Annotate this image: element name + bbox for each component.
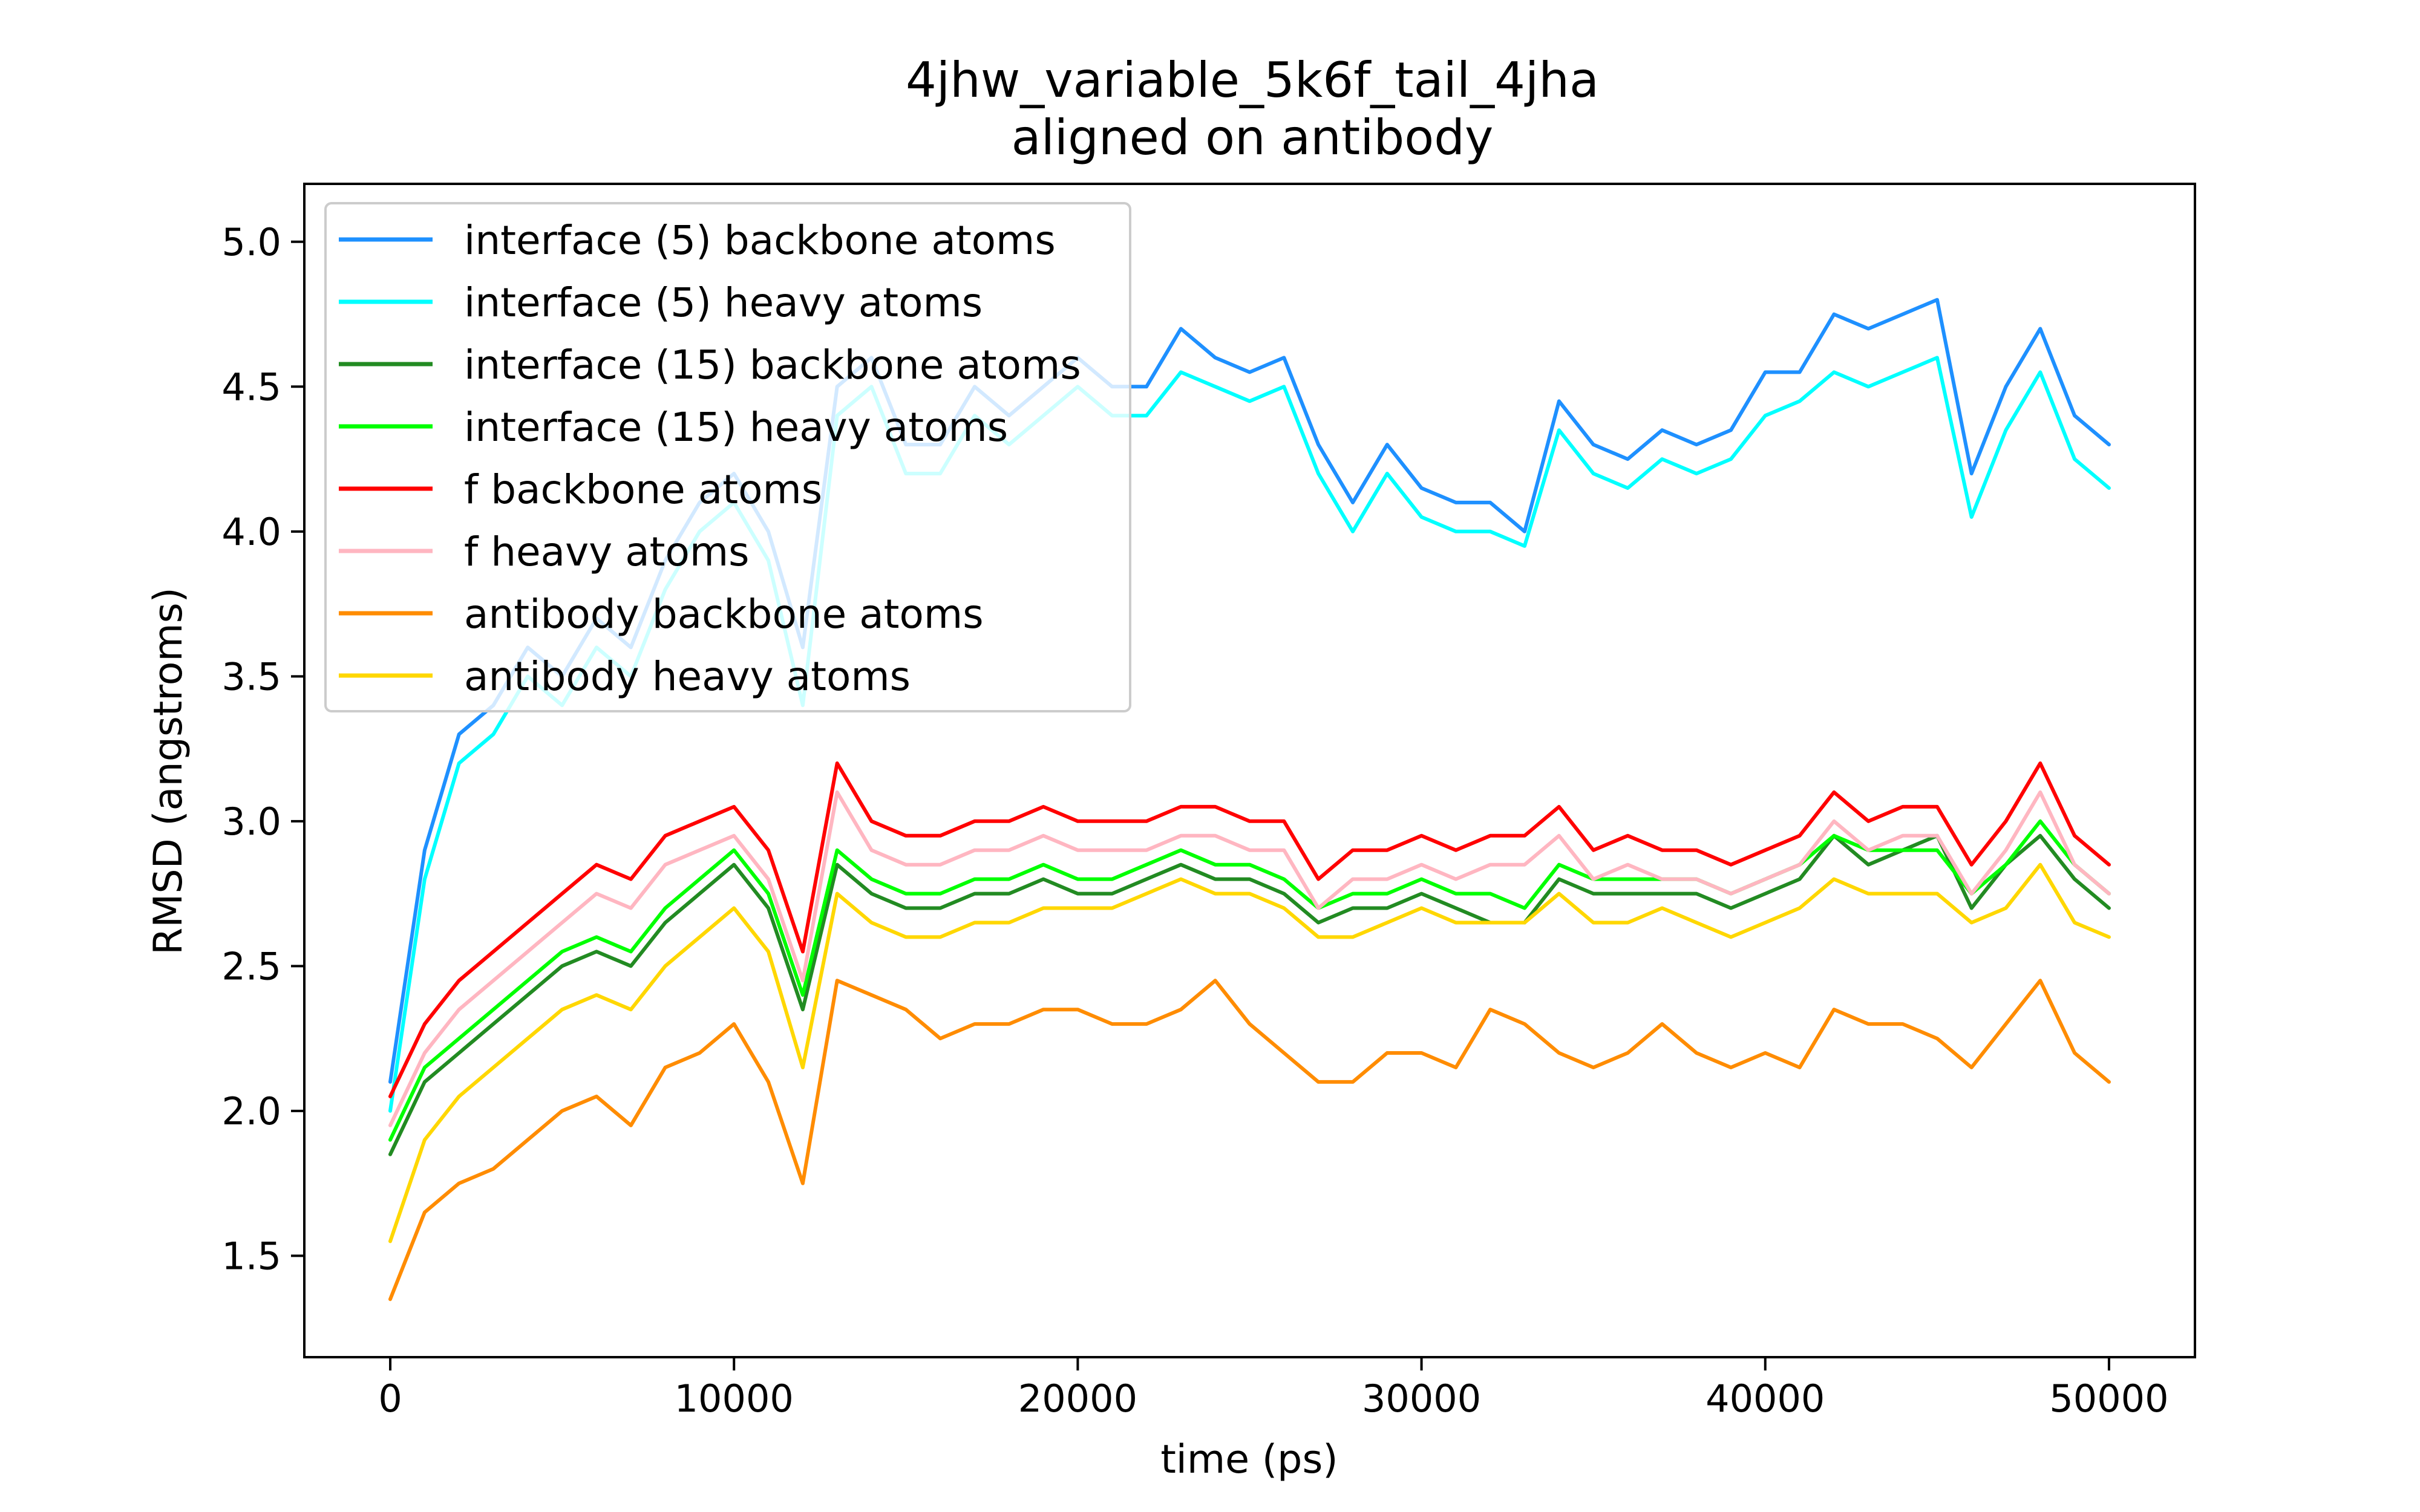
series-line-f-backbone-atoms (388, 761, 2111, 1098)
legend-items: interface (5) backbone atoms interface (5… (339, 217, 1081, 700)
y-tick-label: 1.5 (221, 1234, 281, 1278)
x-tick-label: 50000 (2049, 1377, 2168, 1421)
plot-area-frame (303, 183, 2196, 1358)
y-axis-ticks: 1.5 2.0 2.5 3.0 3.5 4.0 4.5 5.0 (221, 220, 304, 1278)
x-tick-label: 30000 (1362, 1377, 1481, 1421)
y-tick-label: 4.5 (221, 365, 281, 409)
x-tick-label: 10000 (675, 1377, 794, 1421)
y-tick-label: 2.0 (221, 1089, 281, 1133)
x-tick-label: 40000 (1705, 1377, 1825, 1421)
y-tick-label: 5.0 (221, 220, 281, 264)
series-line-f-heavy-atoms (388, 790, 2111, 1127)
series-line-antibody-backbone-atoms (388, 979, 2111, 1302)
legend-label-f-heavy-atoms: f heavy atoms (464, 529, 750, 575)
y-tick-label: 3.0 (221, 800, 281, 844)
legend-label-interface-5-heavy-atoms: interface (5) heavy atoms (464, 279, 983, 326)
y-tick-label: 2.5 (221, 944, 281, 988)
series-line-interface-15-backbone-atoms (388, 833, 2111, 1156)
legend-label-interface-5-backbone-atoms: interface (5) backbone atoms (464, 217, 1056, 264)
legend-label-interface-15-heavy-atoms: interface (15) heavy atoms (464, 404, 1008, 451)
legend-label-antibody-backbone-atoms: antibody backbone atoms (464, 591, 984, 637)
x-axis-label: time (ps) (1160, 1437, 1338, 1482)
legend-label-interface-15-backbone-atoms: interface (15) backbone atoms (464, 342, 1081, 388)
x-tick-label: 0 (378, 1377, 402, 1421)
chart-subtitle: aligned on antibody (1012, 109, 1494, 166)
legend-label-f-backbone-atoms: f backbone atoms (464, 466, 822, 513)
series-line-interface-15-heavy-atoms (388, 819, 2111, 1142)
legend-label-antibody-heavy-atoms: antibody heavy atoms (464, 653, 911, 700)
y-tick-label: 3.5 (221, 654, 281, 699)
x-tick-label: 20000 (1018, 1377, 1137, 1421)
y-tick-label: 4.0 (221, 510, 281, 554)
series-line-antibody-heavy-atoms (388, 862, 2111, 1243)
chart-title: 4jhw_variable_5k6f_tail_4jha (906, 52, 1599, 108)
legend: interface (5) backbone atoms interface (5… (324, 202, 1131, 712)
y-axis-label: RMSD (angstroms) (146, 587, 191, 955)
x-axis-ticks: 0 10000 20000 30000 40000 50000 (378, 1357, 2169, 1421)
legend-box (324, 202, 1131, 712)
